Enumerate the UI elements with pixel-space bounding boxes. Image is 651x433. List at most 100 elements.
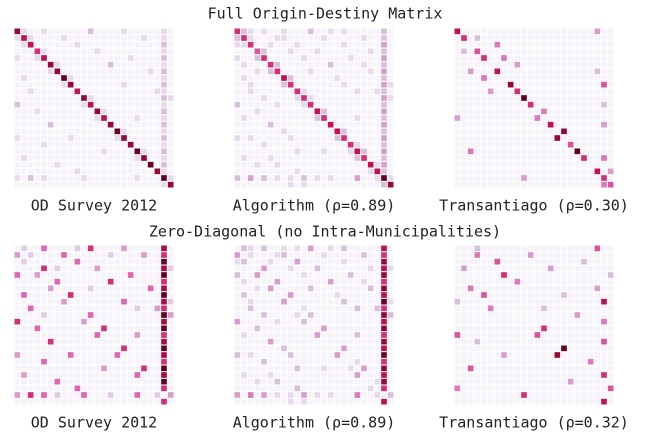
heatmap-cell <box>567 61 574 68</box>
heatmap-cell <box>114 95 121 101</box>
heatmap-cell <box>247 398 254 405</box>
heatmap-cell <box>301 88 307 95</box>
heatmap-cell <box>487 352 494 358</box>
heatmap-cell <box>154 81 161 88</box>
heatmap-cell <box>567 108 574 115</box>
heatmap-cell <box>114 55 121 61</box>
heatmap-cell <box>41 68 47 75</box>
heatmap-cell <box>234 398 241 405</box>
heatmap-cell <box>47 181 54 188</box>
heatmap-cell <box>521 48 527 55</box>
heatmap-cell <box>487 398 494 405</box>
heatmap-cell <box>127 95 134 101</box>
heatmap-cell <box>261 305 267 312</box>
heatmap-cell <box>561 168 567 175</box>
heatmap-cell <box>327 272 334 278</box>
heatmap-cell <box>474 141 481 148</box>
heatmap-cell <box>41 325 47 332</box>
heatmap-cell <box>61 121 67 128</box>
heatmap-cell <box>107 305 114 312</box>
heatmap-cell <box>501 325 507 332</box>
heatmap-cell <box>481 378 487 385</box>
heatmap-cell <box>134 48 141 55</box>
heatmap-cell <box>534 378 541 385</box>
heatmap-cell <box>54 95 61 101</box>
heatmap-cell <box>547 385 554 392</box>
heatmap-cell <box>101 161 107 168</box>
heatmap-cell <box>154 141 161 148</box>
heatmap-cell <box>474 278 481 285</box>
heatmap-cell <box>134 378 141 385</box>
heatmap-cell <box>461 141 467 148</box>
heatmap-cell <box>134 298 141 305</box>
heatmap-cell <box>454 35 461 41</box>
heatmap-cell <box>287 325 294 332</box>
heatmap-cell <box>254 161 261 168</box>
heatmap-cell <box>234 245 241 252</box>
heatmap-cell <box>567 285 574 292</box>
heatmap-cell <box>74 88 81 95</box>
heatmap-cell <box>527 278 534 285</box>
heatmap-cell <box>607 88 614 95</box>
heatmap-cell <box>254 55 261 61</box>
heatmap-cell <box>607 55 614 61</box>
heatmap-cell <box>467 338 474 345</box>
heatmap-cell <box>601 252 607 258</box>
heatmap-cell <box>501 245 507 252</box>
heatmap-cell <box>107 168 114 175</box>
heatmap-cell <box>594 245 601 252</box>
heatmap-cell <box>481 121 487 128</box>
heatmap-cell <box>574 318 581 325</box>
heatmap-cell <box>141 252 147 258</box>
heatmap-cell <box>14 141 21 148</box>
heatmap-cell <box>561 378 567 385</box>
heatmap-cell <box>47 81 54 88</box>
heatmap-cell <box>474 398 481 405</box>
heatmap-cell <box>274 155 281 161</box>
heatmap-cell <box>74 385 81 392</box>
heatmap-cell <box>107 292 114 298</box>
heatmap-cell <box>141 278 147 285</box>
heatmap-cell <box>381 181 387 188</box>
heatmap-cell <box>294 265 301 272</box>
heatmap-cell <box>274 298 281 305</box>
heatmap-cell <box>314 292 321 298</box>
heatmap-cell <box>274 385 281 392</box>
heatmap-cell <box>341 75 347 81</box>
heatmap-cell <box>241 292 247 298</box>
heatmap-cell <box>247 135 254 141</box>
heatmap-cell <box>334 385 341 392</box>
heatmap-cell <box>354 115 361 121</box>
heatmap-cell <box>294 48 301 55</box>
heatmap-cell <box>454 332 461 338</box>
heatmap-cell <box>474 372 481 378</box>
heatmap-cell <box>127 245 134 252</box>
heatmap-cell <box>87 28 94 35</box>
heatmap-cell <box>307 305 314 312</box>
heatmap-cell <box>534 41 541 48</box>
heatmap-cell <box>94 81 101 88</box>
heatmap-cell <box>587 135 594 141</box>
heatmap-cell <box>454 292 461 298</box>
heatmap-cell <box>101 121 107 128</box>
heatmap-cell <box>161 148 167 155</box>
heatmap-cell <box>281 48 287 55</box>
heatmap-cell <box>454 285 461 292</box>
heatmap-cell <box>121 352 127 358</box>
heatmap-cell <box>347 272 354 278</box>
heatmap-cell <box>81 35 87 41</box>
heatmap-cell <box>334 332 341 338</box>
heatmap-cell <box>154 121 161 128</box>
heatmap-cell <box>327 305 334 312</box>
heatmap-cell <box>254 272 261 278</box>
heatmap-cell <box>374 278 381 285</box>
heatmap-cell <box>507 332 514 338</box>
heatmap-cell <box>267 352 274 358</box>
heatmap-cell <box>34 345 41 352</box>
heatmap-cell <box>101 68 107 75</box>
heatmap-cell <box>167 352 174 358</box>
heatmap-cell <box>494 372 501 378</box>
heatmap-cell <box>554 148 561 155</box>
heatmap-cell <box>301 101 307 108</box>
heatmap-cell <box>461 338 467 345</box>
